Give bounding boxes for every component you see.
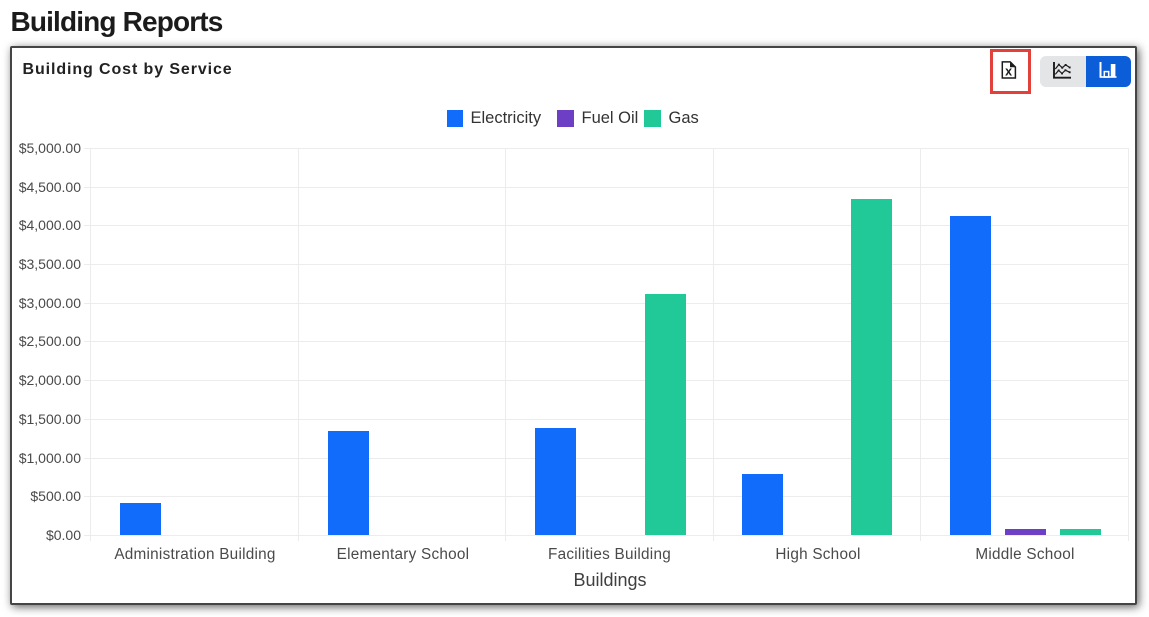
svg-text:x: x: [1005, 65, 1012, 79]
